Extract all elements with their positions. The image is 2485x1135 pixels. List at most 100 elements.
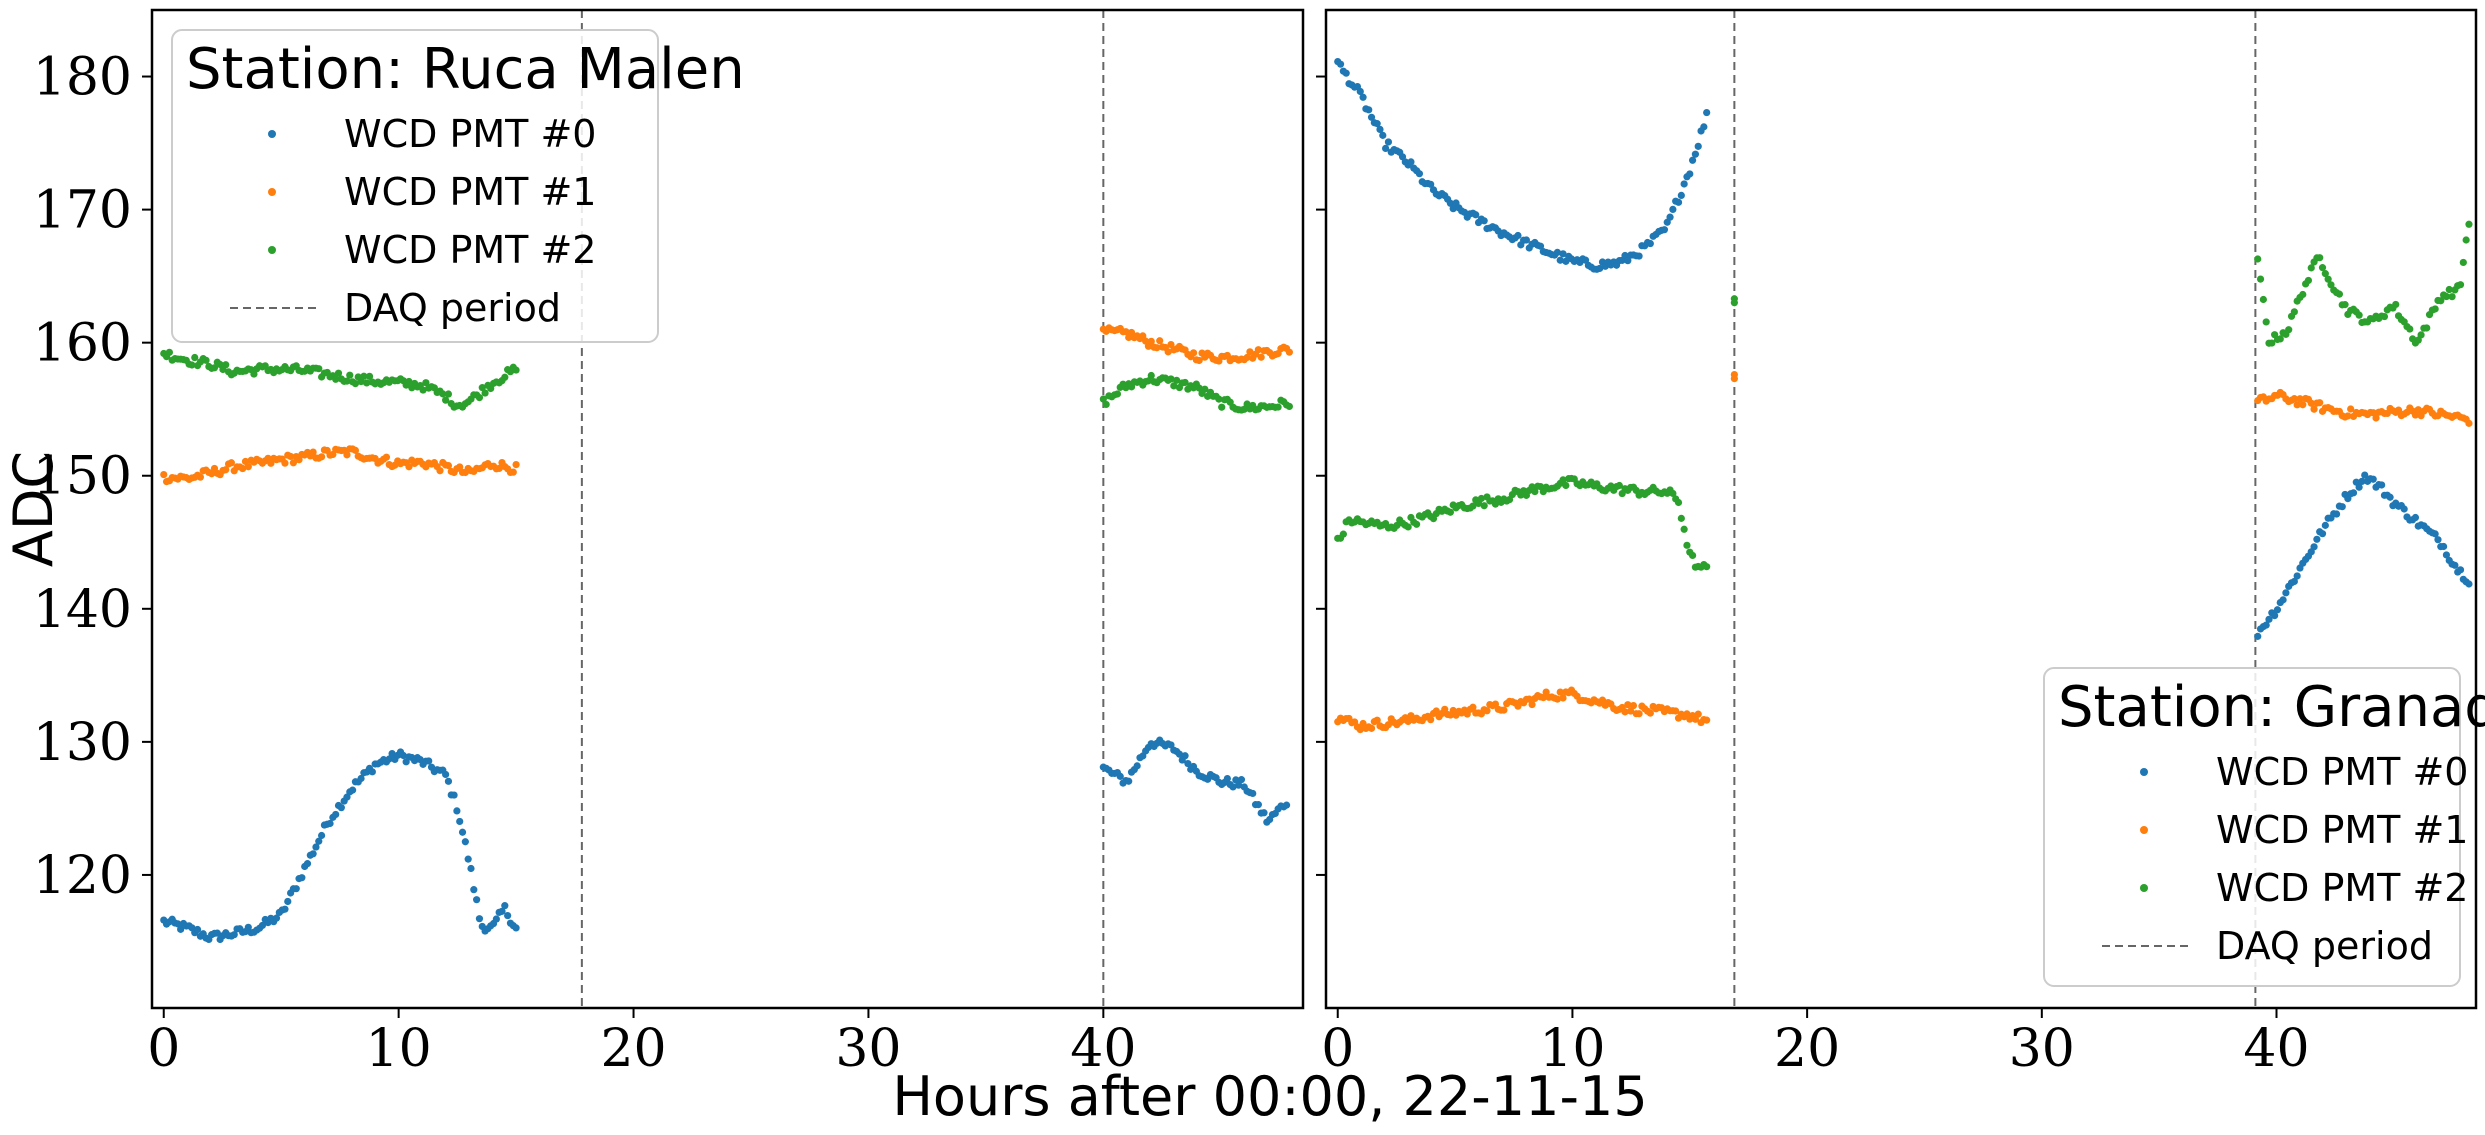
- data-point: [478, 384, 486, 392]
- data-point: [2451, 561, 2459, 569]
- panel-ruca-malen: 0 10 20 30 40 120 130 140 150 160 170 180 Station:…: [33, 8, 1305, 1079]
- legend-marker: [268, 130, 276, 138]
- data-point: [2321, 521, 2329, 529]
- data-point: [2307, 399, 2315, 407]
- x-tick-label: 0: [1321, 1019, 1354, 1079]
- data-point: [244, 923, 252, 931]
- data-point: [1483, 707, 1491, 715]
- data-point: [351, 446, 360, 454]
- data-point: [1181, 378, 1189, 387]
- data-point: [1170, 382, 1178, 390]
- data-point: [332, 375, 340, 383]
- data-point: [2431, 305, 2439, 313]
- data-point: [1384, 721, 1393, 729]
- data-point: [461, 838, 469, 846]
- x-tick-label: 30: [835, 1019, 901, 1079]
- data-point: [1339, 530, 1347, 538]
- series-pmt-2: [160, 348, 1293, 414]
- data-point: [382, 453, 391, 461]
- legend-marker: [268, 246, 276, 254]
- data-point: [2411, 411, 2420, 419]
- data-point: [1536, 242, 1545, 250]
- y-tick-label: 170: [33, 181, 132, 241]
- legend-title: Station: Granada: [2058, 675, 2485, 740]
- data-point: [422, 379, 430, 387]
- legend-marker: [268, 188, 276, 196]
- data-point: [1480, 502, 1488, 510]
- data-point: [2423, 324, 2431, 332]
- panel-granada-data: [1334, 10, 2473, 1008]
- legend-marker: [2140, 884, 2148, 892]
- data-point: [351, 380, 360, 388]
- data-point: [2462, 236, 2470, 244]
- data-point: [227, 459, 235, 467]
- y-tick-label: 120: [33, 846, 132, 906]
- data-point: [492, 915, 500, 923]
- data-point: [337, 804, 345, 812]
- y-tick-label: 140: [33, 580, 132, 640]
- data-point: [1703, 108, 1711, 117]
- data-point: [360, 372, 368, 380]
- data-point: [456, 463, 464, 471]
- data-point: [2324, 275, 2332, 283]
- data-point: [2285, 326, 2293, 334]
- data-point: [289, 459, 298, 467]
- data-point: [191, 353, 199, 362]
- data-point: [315, 837, 323, 845]
- data-point: [1674, 498, 1683, 507]
- data-point: [419, 386, 427, 394]
- data-point: [213, 929, 221, 937]
- data-point: [309, 448, 317, 456]
- panel-ruca-malen-y-ticks: 120 130 140 150 160 170 180: [33, 48, 152, 906]
- data-point: [2456, 566, 2465, 574]
- data-point: [1229, 783, 1237, 791]
- legend-label: WCD PMT #2: [2216, 866, 2468, 910]
- data-point: [365, 372, 374, 380]
- data-point: [1432, 707, 1440, 715]
- data-point: [2273, 606, 2282, 614]
- data-point: [1491, 500, 1500, 508]
- data-point: [250, 370, 258, 378]
- data-point: [464, 855, 472, 863]
- data-point: [2318, 530, 2327, 538]
- panel-granada-y-ticks: [1316, 75, 1326, 876]
- data-point: [2369, 409, 2377, 417]
- data-point: [1683, 541, 1691, 549]
- data-point: [1167, 340, 1175, 349]
- data-point: [281, 459, 289, 467]
- data-point: [1156, 337, 1164, 345]
- data-point: [1686, 170, 1694, 178]
- data-point: [312, 843, 320, 851]
- series-pmt-1: [160, 324, 1293, 486]
- data-point: [495, 464, 503, 473]
- data-point: [346, 371, 354, 379]
- data-point: [1669, 205, 1677, 214]
- data-point: [315, 365, 323, 373]
- data-point: [2316, 254, 2324, 262]
- panel-granada-frame: [1324, 8, 2478, 1010]
- data-point: [1677, 514, 1685, 522]
- data-point: [1528, 700, 1536, 709]
- legend-title: Station: Ruca Malen: [186, 37, 745, 102]
- data-point: [2254, 632, 2262, 640]
- data-point: [1669, 489, 1677, 498]
- data-point: [160, 470, 168, 479]
- data-point: [334, 369, 343, 377]
- data-point: [1379, 131, 1387, 139]
- data-point: [1359, 93, 1367, 101]
- data-point: [317, 453, 326, 461]
- data-point: [343, 451, 351, 459]
- data-point: [1367, 113, 1376, 121]
- series-pmt-0: [1334, 57, 2473, 640]
- data-point: [2262, 318, 2270, 326]
- data-point: [1477, 494, 1485, 503]
- data-point: [349, 786, 357, 794]
- legend-ruca-malen: Station: Ruca Malen WCD PMT #0 WCD PMT #1 W…: [171, 29, 745, 343]
- data-point: [2378, 481, 2386, 489]
- data-point: [1446, 508, 1454, 516]
- data-point: [357, 377, 365, 386]
- data-point: [1700, 123, 1708, 131]
- data-point: [1624, 701, 1632, 709]
- data-point: [1102, 400, 1110, 409]
- y-tick-label: 180: [33, 48, 132, 108]
